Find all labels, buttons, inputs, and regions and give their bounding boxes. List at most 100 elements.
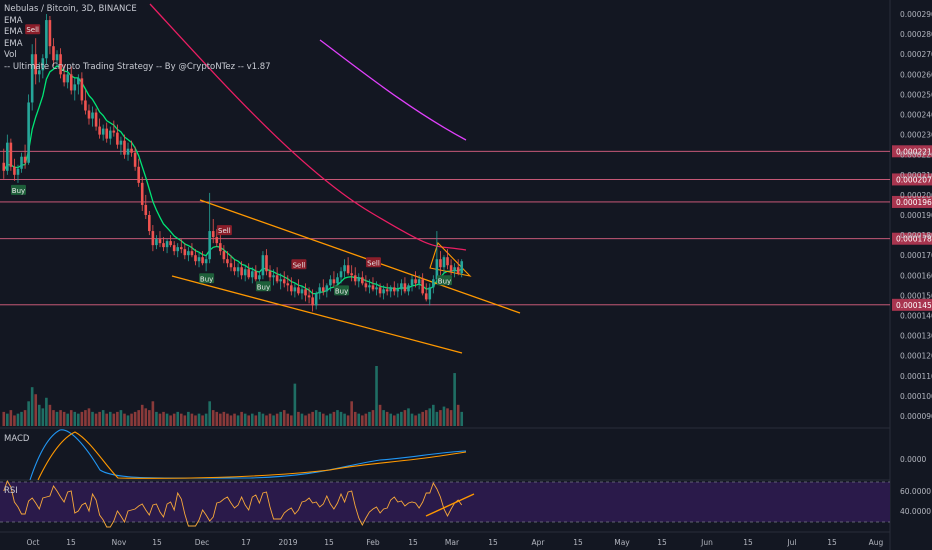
candle-body	[148, 215, 151, 232]
time-tick-label: Mar	[445, 538, 460, 547]
candle-body	[396, 289, 400, 292]
time-tick-label: 15	[408, 538, 418, 547]
candle-body	[407, 285, 410, 292]
candle-body	[27, 102, 30, 163]
volume-bar	[293, 383, 297, 426]
price-level-label: 0.0002217	[896, 147, 932, 156]
volume-bar	[222, 411, 226, 426]
volume-bar	[169, 415, 172, 426]
candle-body	[240, 267, 243, 276]
candle-body	[460, 261, 464, 274]
volume-bar	[30, 387, 34, 426]
candle-body	[41, 58, 45, 71]
candle-body	[133, 152, 137, 167]
volume-bar	[77, 413, 80, 426]
candle-body	[364, 283, 368, 288]
signal-label: Buy	[438, 277, 451, 285]
candle-body	[318, 287, 322, 294]
volume-bar	[265, 415, 268, 426]
volume-bar	[364, 413, 368, 426]
candle-body	[105, 128, 109, 139]
volume-bar	[201, 415, 204, 426]
volume-bar	[119, 410, 123, 426]
time-tick-label: Apr	[532, 538, 546, 547]
candle-body	[353, 275, 357, 282]
candle-body	[183, 249, 187, 256]
volume-bar	[158, 413, 162, 426]
candle-body	[254, 271, 258, 280]
volume-bar	[66, 413, 69, 426]
candle-body	[389, 287, 393, 292]
price-tick-label: 0.0001600	[900, 271, 932, 280]
candle-body	[350, 273, 353, 276]
indicator-ema-1[interactable]: EMA	[4, 15, 23, 26]
time-tick-label: 15	[657, 538, 667, 547]
volume-bar	[332, 411, 336, 426]
volume-bar	[325, 415, 329, 426]
candle-body	[279, 279, 282, 282]
indicator-ema-3[interactable]: EMA	[4, 38, 23, 49]
candle-body	[282, 279, 286, 284]
volume-bar	[162, 411, 165, 426]
price-level-label: 0.0002077	[896, 175, 932, 184]
rsi-tick-label: 40.0000	[900, 507, 931, 516]
price-level-label: 0.0001965	[896, 198, 932, 207]
candle-body	[172, 245, 176, 252]
candle-body	[77, 78, 80, 85]
candlesticks	[2, 14, 464, 312]
indicator-ema-2[interactable]: EMA	[4, 27, 23, 37]
indicator-volume[interactable]: Vol	[4, 50, 17, 60]
price-level-tag	[892, 145, 932, 158]
candle-body	[176, 247, 180, 252]
candle-body	[300, 289, 304, 294]
symbol-title: Nebulas / Bitcoin, 3D, BINANCE	[4, 4, 137, 14]
volume-bar	[165, 413, 169, 426]
candle-body	[197, 257, 201, 262]
candle-body	[66, 74, 69, 83]
price-level-tag	[892, 173, 932, 186]
volume-bar	[254, 415, 258, 426]
volume-bar	[279, 411, 282, 426]
rsi-band	[0, 482, 890, 522]
signal-badge	[365, 257, 381, 268]
price-tick-label: 0.0002800	[900, 30, 932, 39]
volume-bar	[339, 411, 343, 426]
candle-body	[233, 267, 236, 272]
time-tick-label: 15	[66, 538, 76, 547]
candle-body	[268, 271, 272, 278]
volume-bar	[13, 415, 16, 426]
candle-body	[34, 54, 38, 75]
volume-bar	[144, 408, 148, 426]
signal-label: Sell	[26, 26, 39, 34]
volume-bar	[187, 411, 190, 426]
volume-bar	[137, 410, 140, 426]
candle-body	[414, 279, 417, 284]
candle-body	[378, 287, 382, 294]
candle-body	[307, 295, 311, 298]
candle-body	[204, 259, 208, 264]
candle-body	[343, 265, 346, 272]
price-tick-label: 0.0002600	[900, 70, 932, 79]
volume-bar	[197, 413, 201, 426]
indicator-strategy[interactable]: -- Ultimate Crypto Trading Strategy -- B…	[4, 61, 271, 72]
volume-bar	[385, 411, 389, 426]
candle-body	[140, 182, 144, 205]
candle-body	[250, 271, 254, 278]
volume-bar	[371, 410, 375, 426]
candle-body	[162, 243, 165, 248]
volume-bar	[190, 413, 194, 426]
volume-bar	[414, 415, 417, 426]
candle-body	[2, 162, 6, 171]
candle-body	[421, 279, 424, 294]
volume-bar	[378, 404, 382, 426]
candle-body	[98, 126, 101, 135]
candle-body	[417, 279, 421, 284]
candle-body	[332, 279, 336, 284]
volume-bar	[91, 411, 94, 426]
volume-bar	[304, 415, 307, 426]
candle-body	[258, 275, 261, 280]
candle-body	[325, 285, 329, 292]
volume-bar	[389, 413, 393, 426]
volume-bar	[204, 413, 208, 426]
